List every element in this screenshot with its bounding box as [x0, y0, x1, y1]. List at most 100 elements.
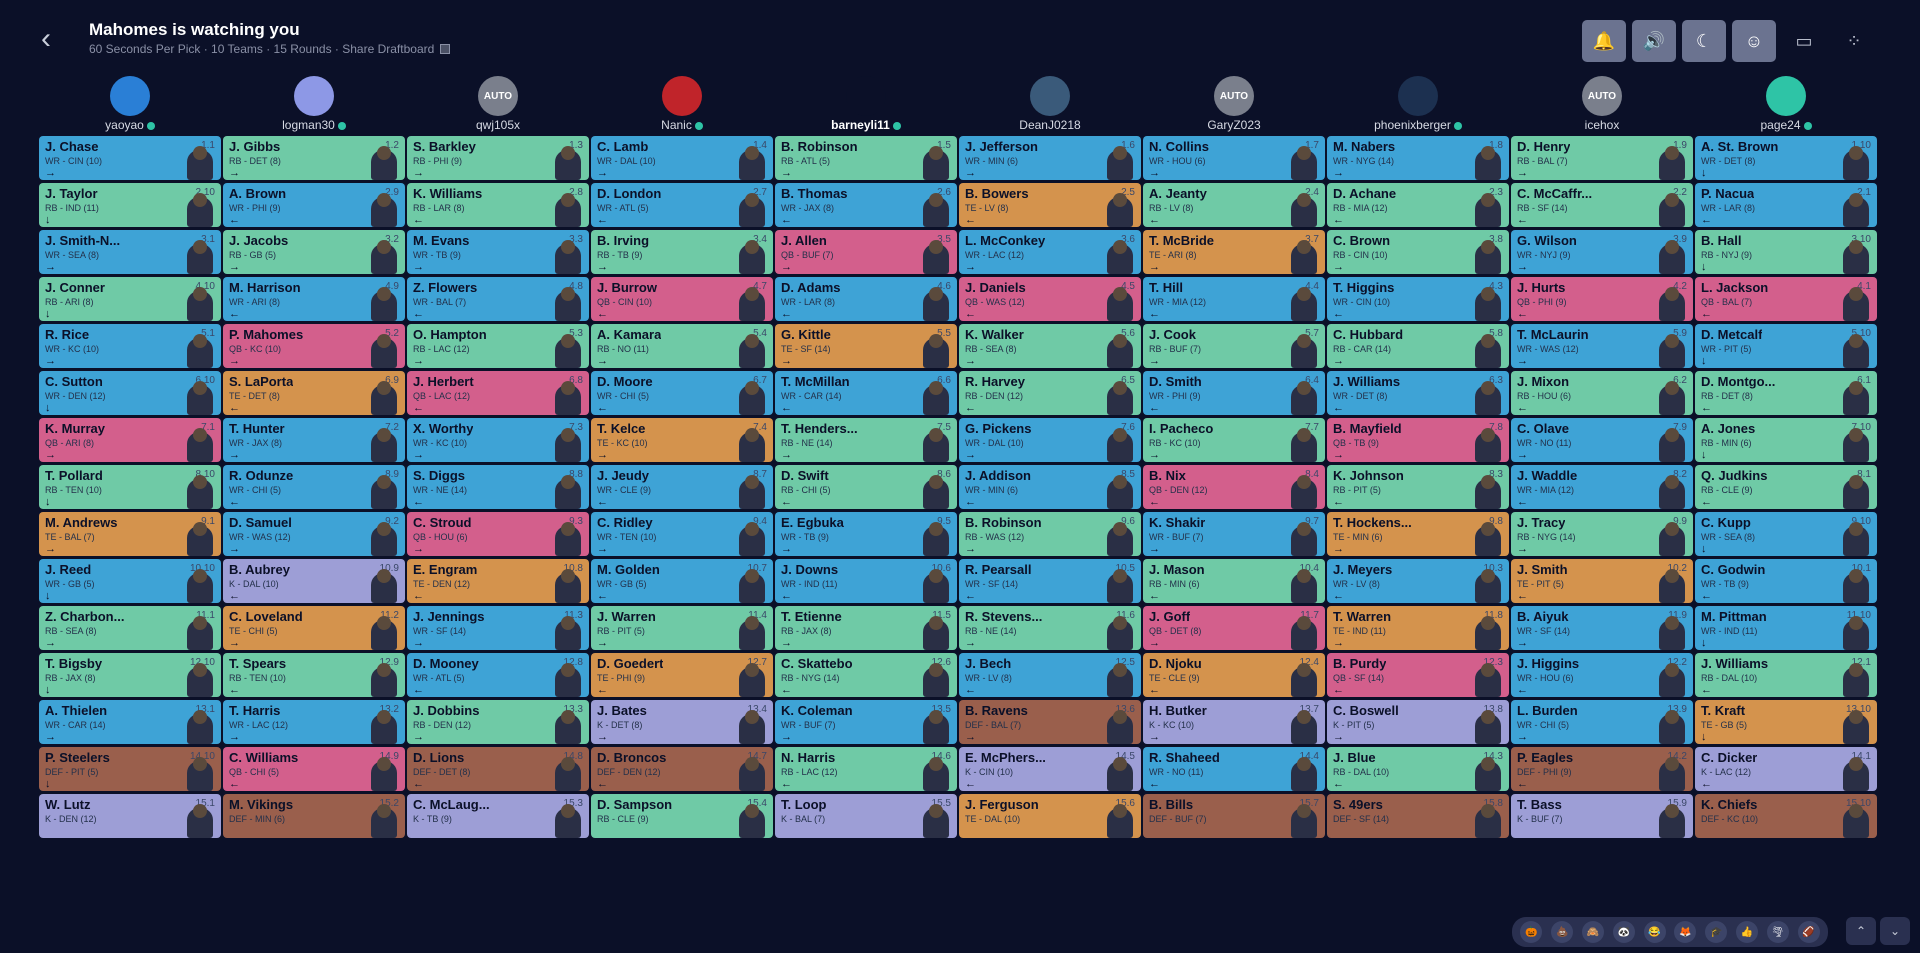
emoji-reaction-icon[interactable]: 🎓: [1705, 921, 1728, 943]
pick-cell[interactable]: H. Butker K - KC (10) 13.7 →: [1143, 700, 1325, 744]
pick-cell[interactable]: J. Allen QB - BUF (7) 3.5 →: [775, 230, 957, 274]
moon-button[interactable]: ☾: [1682, 20, 1726, 62]
pick-cell[interactable]: B. Bills DEF - BUF (7) 15.7: [1143, 794, 1325, 838]
pick-cell[interactable]: C. Boswell K - PIT (5) 13.8 →: [1327, 700, 1509, 744]
pick-cell[interactable]: D. Montgo... RB - DET (8) 6.1 ←: [1695, 371, 1877, 415]
pick-cell[interactable]: K. Shakir WR - BUF (7) 9.7 →: [1143, 512, 1325, 556]
pick-cell[interactable]: S. LaPorta TE - DET (8) 6.9 ←: [223, 371, 405, 415]
pick-cell[interactable]: M. Pittman WR - IND (11) 11.10 ↓: [1695, 606, 1877, 650]
pick-cell[interactable]: J. Mason RB - MIN (6) 10.4 ←: [1143, 559, 1325, 603]
emoji-reaction-icon[interactable]: 🏈: [1797, 921, 1820, 943]
pick-cell[interactable]: B. Thomas WR - JAX (8) 2.6 ←: [775, 183, 957, 227]
pick-cell[interactable]: D. Lions DEF - DET (8) 14.8 ←: [407, 747, 589, 791]
pick-cell[interactable]: O. Hampton RB - LAC (12) 5.3 →: [407, 324, 589, 368]
emoji-reaction-icon[interactable]: 👍: [1735, 921, 1758, 943]
pick-cell[interactable]: I. Pacheco RB - KC (10) 7.7 →: [1143, 418, 1325, 462]
pick-cell[interactable]: K. Johnson RB - PIT (5) 8.3 ←: [1327, 465, 1509, 509]
pick-cell[interactable]: K. Williams RB - LAR (8) 2.8 ←: [407, 183, 589, 227]
pick-cell[interactable]: J. Smith TE - PIT (5) 10.2 ←: [1511, 559, 1693, 603]
pick-cell[interactable]: T. Hill WR - MIA (12) 4.4 ←: [1143, 277, 1325, 321]
pick-cell[interactable]: M. Golden WR - GB (5) 10.7 ←: [591, 559, 773, 603]
pick-cell[interactable]: T. Loop K - BAL (7) 15.5: [775, 794, 957, 838]
team-qwj105x[interactable]: AUTO qwj105x: [406, 76, 590, 132]
pick-cell[interactable]: C. Stroud QB - HOU (6) 9.3 →: [407, 512, 589, 556]
pick-cell[interactable]: B. Bowers TE - LV (8) 2.5 ←: [959, 183, 1141, 227]
smile-button[interactable]: ☺: [1732, 20, 1776, 62]
pick-cell[interactable]: L. Jackson QB - BAL (7) 4.1 ←: [1695, 277, 1877, 321]
pick-cell[interactable]: M. Nabers WR - NYG (14) 1.8 →: [1327, 136, 1509, 180]
pick-cell[interactable]: L. McConkey WR - LAC (12) 3.6 →: [959, 230, 1141, 274]
speaker-button[interactable]: 🔊: [1632, 20, 1676, 62]
emoji-reaction-icon[interactable]: 🙈: [1581, 921, 1604, 943]
team-logman30[interactable]: logman30: [222, 76, 406, 132]
pick-cell[interactable]: T. Spears RB - TEN (10) 12.9 ←: [223, 653, 405, 697]
team-yaoyao[interactable]: yaoyao: [38, 76, 222, 132]
pick-cell[interactable]: C. McLaug... K - TB (9) 15.3: [407, 794, 589, 838]
pick-cell[interactable]: M. Evans WR - TB (9) 3.3 →: [407, 230, 589, 274]
pick-cell[interactable]: K. Chiefs DEF - KC (10) 15.10: [1695, 794, 1877, 838]
pick-cell[interactable]: K. Walker RB - SEA (8) 5.6 →: [959, 324, 1141, 368]
pick-cell[interactable]: E. McPhers... K - CIN (10) 14.5 ←: [959, 747, 1141, 791]
pick-cell[interactable]: J. Downs WR - IND (11) 10.6 ←: [775, 559, 957, 603]
pick-cell[interactable]: T. Kelce TE - KC (10) 7.4 →: [591, 418, 773, 462]
pick-cell[interactable]: J. Meyers WR - LV (8) 10.3 ←: [1327, 559, 1509, 603]
pick-cell[interactable]: P. Steelers DEF - PIT (5) 14.10 ↓: [39, 747, 221, 791]
pick-cell[interactable]: R. Stevens... RB - NE (14) 11.6 →: [959, 606, 1141, 650]
pick-cell[interactable]: J. Jeudy WR - CLE (9) 8.7 ←: [591, 465, 773, 509]
emoji-reaction-icon[interactable]: 🎃: [1520, 921, 1543, 943]
emoji-reaction-icon[interactable]: 💩: [1551, 921, 1574, 943]
pick-cell[interactable]: J. Ferguson TE - DAL (10) 15.6: [959, 794, 1141, 838]
pick-cell[interactable]: J. Bech WR - LV (8) 12.5 ←: [959, 653, 1141, 697]
pick-cell[interactable]: B. Purdy QB - SF (14) 12.3 ←: [1327, 653, 1509, 697]
pick-cell[interactable]: J. Jennings WR - SF (14) 11.3 →: [407, 606, 589, 650]
pick-cell[interactable]: R. Shaheed WR - NO (11) 14.4 ←: [1143, 747, 1325, 791]
pick-cell[interactable]: S. Barkley RB - PHI (9) 1.3 →: [407, 136, 589, 180]
team-DeanJ0218[interactable]: DeanJ0218: [958, 76, 1142, 132]
team-icehox[interactable]: AUTO icehox: [1510, 76, 1694, 132]
pick-cell[interactable]: C. Godwin WR - TB (9) 10.1 ←: [1695, 559, 1877, 603]
pick-cell[interactable]: A. Brown WR - PHI (9) 2.9 ←: [223, 183, 405, 227]
pick-cell[interactable]: G. Wilson WR - NYJ (9) 3.9 →: [1511, 230, 1693, 274]
team-page24[interactable]: page24: [1694, 76, 1878, 132]
pick-cell[interactable]: B. Aubrey K - DAL (10) 10.9 ←: [223, 559, 405, 603]
pick-cell[interactable]: M. Vikings DEF - MIN (6) 15.2: [223, 794, 405, 838]
emoji-reaction-icon[interactable]: 🐼: [1612, 921, 1635, 943]
pick-cell[interactable]: A. Thielen WR - CAR (14) 13.1 →: [39, 700, 221, 744]
pick-cell[interactable]: T. McLaurin WR - WAS (12) 5.9 →: [1511, 324, 1693, 368]
back-button[interactable]: ‹: [30, 24, 62, 56]
pick-cell[interactable]: R. Odunze WR - CHI (5) 8.9 ←: [223, 465, 405, 509]
pick-cell[interactable]: J. Herbert QB - LAC (12) 6.8 ←: [407, 371, 589, 415]
emoji-reaction-icon[interactable]: 🌪: [1766, 921, 1789, 943]
pick-cell[interactable]: T. Pollard RB - TEN (10) 8.10 ↓: [39, 465, 221, 509]
pick-cell[interactable]: T. McMillan WR - CAR (14) 6.6 ←: [775, 371, 957, 415]
pick-cell[interactable]: G. Kittle TE - SF (14) 5.5 →: [775, 324, 957, 368]
pick-cell[interactable]: C. Kupp WR - SEA (8) 9.10 ↓: [1695, 512, 1877, 556]
pick-cell[interactable]: T. Bigsby RB - JAX (8) 12.10 ↓: [39, 653, 221, 697]
pick-cell[interactable]: B. Nix QB - DEN (12) 8.4 ←: [1143, 465, 1325, 509]
pick-cell[interactable]: R. Rice WR - KC (10) 5.1 →: [39, 324, 221, 368]
pick-cell[interactable]: J. Cook RB - BUF (7) 5.7 →: [1143, 324, 1325, 368]
pick-cell[interactable]: B. Irving RB - TB (9) 3.4 →: [591, 230, 773, 274]
pick-cell[interactable]: Z. Charbon... RB - SEA (8) 11.1 →: [39, 606, 221, 650]
pick-cell[interactable]: J. Hurts QB - PHI (9) 4.2 ←: [1511, 277, 1693, 321]
pick-cell[interactable]: A. Kamara RB - NO (11) 5.4 →: [591, 324, 773, 368]
pick-cell[interactable]: J. Tracy RB - NYG (14) 9.9 →: [1511, 512, 1693, 556]
pick-cell[interactable]: A. Jones RB - MIN (6) 7.10 ↓: [1695, 418, 1877, 462]
team-Nanic[interactable]: Nanic: [590, 76, 774, 132]
pick-cell[interactable]: Q. Judkins RB - CLE (9) 8.1 ←: [1695, 465, 1877, 509]
pick-cell[interactable]: W. Lutz K - DEN (12) 15.1: [39, 794, 221, 838]
pick-cell[interactable]: J. Taylor RB - IND (11) 2.10 ↓: [39, 183, 221, 227]
pick-cell[interactable]: J. Jefferson WR - MIN (6) 1.6 →: [959, 136, 1141, 180]
team-phoenixberger[interactable]: phoenixberger: [1326, 76, 1510, 132]
pick-cell[interactable]: C. Williams QB - CHI (5) 14.9 ←: [223, 747, 405, 791]
pick-cell[interactable]: D. Samuel WR - WAS (12) 9.2 →: [223, 512, 405, 556]
pick-cell[interactable]: J. Williams RB - DAL (10) 12.1 ←: [1695, 653, 1877, 697]
pick-cell[interactable]: D. Mooney WR - ATL (5) 12.8 ←: [407, 653, 589, 697]
pick-cell[interactable]: J. Mixon RB - HOU (6) 6.2 ←: [1511, 371, 1693, 415]
pick-cell[interactable]: J. Reed WR - GB (5) 10.10 ↓: [39, 559, 221, 603]
pick-cell[interactable]: R. Pearsall WR - SF (14) 10.5 ←: [959, 559, 1141, 603]
pick-cell[interactable]: A. Jeanty RB - LV (8) 2.4 ←: [1143, 183, 1325, 227]
emoji-reaction-icon[interactable]: 😂: [1643, 921, 1666, 943]
pick-cell[interactable]: J. Dobbins RB - DEN (12) 13.3 →: [407, 700, 589, 744]
pick-cell[interactable]: J. Chase WR - CIN (10) 1.1 →: [39, 136, 221, 180]
